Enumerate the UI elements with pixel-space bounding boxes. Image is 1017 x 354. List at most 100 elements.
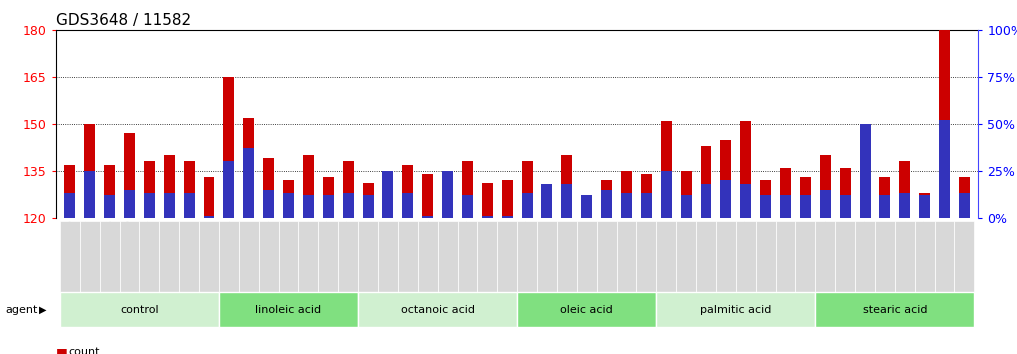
Bar [541, 184, 552, 218]
Bar [203, 177, 215, 218]
Bar [84, 124, 96, 218]
Bar [462, 161, 473, 218]
Bar [919, 195, 931, 218]
Bar [641, 174, 652, 218]
Bar [143, 161, 155, 218]
Bar [820, 155, 831, 218]
Bar [164, 155, 175, 218]
Bar [343, 193, 354, 218]
Bar [263, 190, 275, 218]
Bar [243, 118, 254, 218]
Bar [661, 121, 671, 218]
Bar [701, 146, 712, 218]
Bar [701, 184, 712, 218]
Bar [541, 202, 552, 218]
Bar [64, 165, 75, 218]
Bar [760, 180, 771, 218]
Bar [143, 193, 155, 218]
Bar [283, 180, 294, 218]
Bar [859, 158, 871, 218]
Bar [919, 193, 931, 218]
Bar [880, 177, 891, 218]
Bar [720, 180, 731, 218]
Text: agent: agent [5, 305, 38, 315]
Bar [84, 171, 96, 218]
Bar [740, 121, 752, 218]
Text: stearic acid: stearic acid [862, 305, 928, 315]
Text: linoleic acid: linoleic acid [255, 305, 321, 315]
Text: count: count [68, 347, 100, 354]
Bar [800, 177, 811, 218]
Bar [760, 195, 771, 218]
Bar [382, 180, 394, 218]
Bar [880, 195, 891, 218]
Bar [859, 124, 871, 218]
Bar [780, 195, 791, 218]
Bar [363, 195, 373, 218]
Bar [184, 161, 194, 218]
Bar [740, 184, 752, 218]
Bar [64, 193, 75, 218]
Bar [482, 216, 493, 218]
Bar [104, 195, 115, 218]
Bar [641, 193, 652, 218]
Bar [840, 195, 850, 218]
Bar [522, 161, 533, 218]
Bar [522, 193, 533, 218]
Text: control: control [120, 305, 159, 315]
Bar [442, 177, 453, 218]
Bar [561, 155, 573, 218]
Bar [582, 199, 592, 218]
Bar [601, 190, 612, 218]
Bar [322, 195, 334, 218]
Bar [680, 195, 692, 218]
Bar [322, 177, 334, 218]
Bar [501, 180, 513, 218]
Bar [621, 193, 632, 218]
Bar [184, 193, 194, 218]
Bar [124, 190, 135, 218]
Bar [501, 216, 513, 218]
Bar [621, 171, 632, 218]
Bar [442, 171, 453, 218]
Bar [224, 161, 234, 218]
Bar [283, 193, 294, 218]
Bar [104, 165, 115, 218]
Bar [303, 195, 314, 218]
Text: ■: ■ [56, 346, 68, 354]
Bar [800, 195, 811, 218]
Bar [601, 180, 612, 218]
Bar [561, 184, 573, 218]
Bar [482, 183, 493, 218]
Bar [422, 174, 433, 218]
Bar [720, 139, 731, 218]
Bar [243, 148, 254, 218]
Bar [939, 120, 950, 218]
Bar [164, 193, 175, 218]
Bar [263, 158, 275, 218]
Bar [840, 168, 850, 218]
Text: GDS3648 / 11582: GDS3648 / 11582 [56, 12, 191, 28]
Bar [203, 216, 215, 218]
Text: ▶: ▶ [39, 305, 47, 315]
Bar [959, 177, 970, 218]
Bar [959, 193, 970, 218]
Bar [422, 216, 433, 218]
Bar [899, 161, 910, 218]
Bar [462, 195, 473, 218]
Bar [343, 161, 354, 218]
Bar [382, 171, 394, 218]
Bar [363, 183, 373, 218]
Bar [939, 30, 950, 218]
Bar [124, 133, 135, 218]
Bar [899, 193, 910, 218]
Bar [403, 165, 413, 218]
Text: palmitic acid: palmitic acid [700, 305, 772, 315]
Bar [224, 77, 234, 218]
Bar [661, 171, 671, 218]
Bar [820, 190, 831, 218]
Text: oleic acid: oleic acid [560, 305, 613, 315]
Bar [303, 155, 314, 218]
Bar [403, 193, 413, 218]
Text: octanoic acid: octanoic acid [401, 305, 475, 315]
